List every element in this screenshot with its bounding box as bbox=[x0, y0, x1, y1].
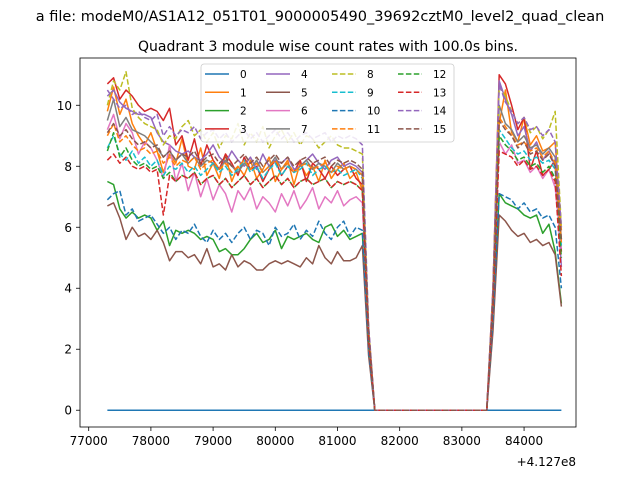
y-tick-label: 4 bbox=[64, 282, 72, 296]
legend-label-13: 13 bbox=[433, 87, 446, 99]
x-tick-label: 77000 bbox=[70, 434, 108, 448]
legend-label-0: 0 bbox=[240, 69, 247, 81]
series-layer bbox=[106, 70, 563, 411]
chart-title: Quadrant 3 module wise count rates with … bbox=[138, 39, 518, 55]
x-axis: 77000 78000 79000 80000 81000 82000 83000 84000 bbox=[70, 427, 543, 448]
y-tick-label: 6 bbox=[64, 221, 72, 235]
y-tick-label: 0 bbox=[64, 404, 72, 418]
legend-label-4: 4 bbox=[301, 69, 308, 81]
x-tick-label: 80000 bbox=[256, 434, 294, 448]
legend-label-15: 15 bbox=[433, 124, 446, 136]
y-tick-label: 10 bbox=[57, 99, 72, 113]
legend-label-12: 12 bbox=[433, 69, 446, 81]
legend-label-8: 8 bbox=[367, 69, 374, 81]
x-tick-label: 81000 bbox=[318, 434, 356, 448]
x-tick-label: 78000 bbox=[132, 434, 170, 448]
legend-label-11: 11 bbox=[367, 124, 380, 136]
y-tick-label: 8 bbox=[64, 160, 72, 174]
legend-label-5: 5 bbox=[301, 87, 308, 99]
x-tick-label: 83000 bbox=[443, 434, 481, 448]
legend-frame bbox=[200, 63, 455, 143]
legend-label-14: 14 bbox=[433, 106, 447, 118]
legend-label-2: 2 bbox=[240, 106, 247, 118]
legend-label-3: 3 bbox=[240, 124, 247, 136]
legend-label-1: 1 bbox=[240, 87, 247, 99]
axes-frame bbox=[79, 57, 577, 428]
x-tick-label: 79000 bbox=[194, 434, 232, 448]
series-line-15 bbox=[106, 119, 563, 411]
x-tick-label: 84000 bbox=[505, 434, 543, 448]
x-offset-label: +4.127e8 bbox=[517, 455, 576, 469]
y-axis: 0 2 4 6 8 10 bbox=[57, 99, 80, 418]
x-tick-label: 82000 bbox=[381, 434, 419, 448]
legend-label-9: 9 bbox=[367, 87, 374, 99]
legend-label-10: 10 bbox=[367, 106, 380, 118]
y-tick-label: 2 bbox=[64, 343, 72, 357]
legend-label-6: 6 bbox=[301, 106, 308, 118]
legend-label-7: 7 bbox=[301, 124, 308, 136]
figure-suptitle: a file: modeM0/AS1A12_051T01_9000005490_… bbox=[36, 9, 605, 25]
